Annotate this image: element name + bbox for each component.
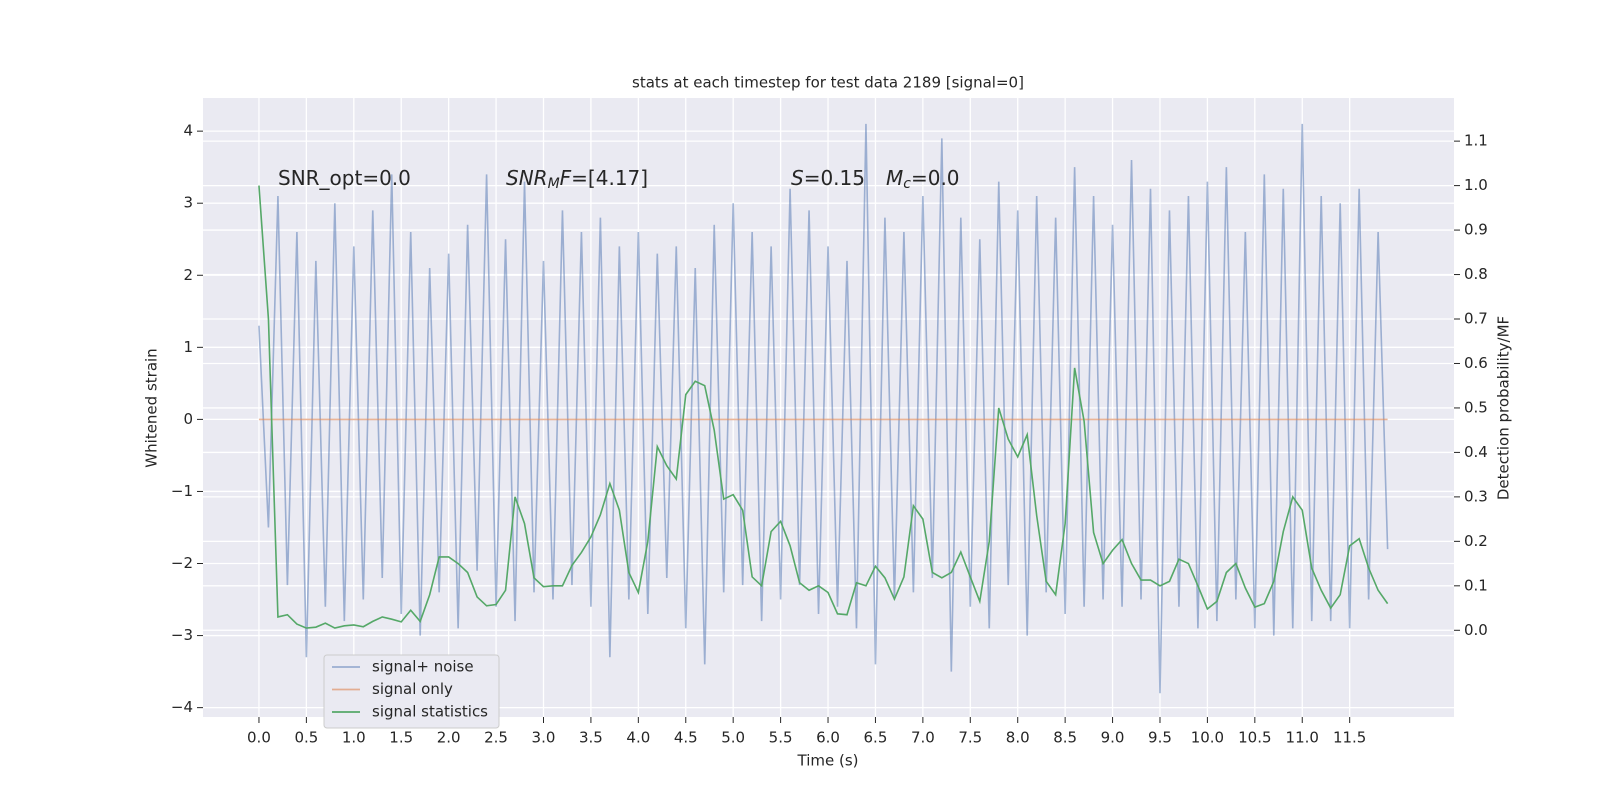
x-tick-label: 0.0 bbox=[247, 729, 271, 747]
annotation-part: =0.0 bbox=[911, 166, 960, 190]
y2-tick-label: 0.6 bbox=[1464, 354, 1488, 372]
y-axis-label: Whitened strain bbox=[143, 348, 161, 467]
y2-tick-label: 0.4 bbox=[1464, 443, 1488, 461]
x-tick-label: 9.0 bbox=[1101, 729, 1125, 747]
annotation-part: =[4.17] bbox=[571, 166, 648, 190]
y-tick-label: 4 bbox=[183, 122, 193, 140]
x-tick-label: 5.5 bbox=[769, 729, 793, 747]
x-tick-label: 11.0 bbox=[1286, 729, 1319, 747]
x-tick-label: 11.5 bbox=[1333, 729, 1366, 747]
y2-tick-label: 0.1 bbox=[1464, 576, 1488, 594]
y-tick-label: −2 bbox=[171, 554, 193, 572]
x-tick-label: 10.5 bbox=[1238, 729, 1271, 747]
x-tick-label: 2.5 bbox=[484, 729, 508, 747]
y2-tick-label: 0.9 bbox=[1464, 221, 1488, 239]
annotation: SNR_opt=0.0 bbox=[278, 166, 411, 190]
y2-tick-label: 0.7 bbox=[1464, 310, 1488, 328]
annotation-part: SNR_opt=0.0 bbox=[278, 166, 411, 190]
annotation-part: c bbox=[903, 176, 911, 192]
y-tick-label: −4 bbox=[171, 698, 193, 716]
annotation-part: =0.15 bbox=[804, 166, 865, 190]
y-tick-label: 1 bbox=[183, 338, 193, 356]
annotation-part: M bbox=[548, 176, 560, 192]
x-tick-label: 7.0 bbox=[911, 729, 935, 747]
x-tick-label: 3.5 bbox=[579, 729, 603, 747]
y-tick-label: −1 bbox=[171, 482, 193, 500]
y-tick-label: 3 bbox=[183, 194, 193, 212]
y2-axis-label: Detection probability/MF bbox=[1495, 316, 1513, 500]
annotation: S=0.15 bbox=[791, 166, 865, 190]
y2-tick-label: 0.3 bbox=[1464, 487, 1488, 505]
y2-tick-label: 0.2 bbox=[1464, 532, 1488, 550]
annotation: SNRMF=[4.17] bbox=[506, 166, 648, 193]
legend-label: signal statistics bbox=[372, 703, 488, 721]
x-tick-label: 5.0 bbox=[721, 729, 745, 747]
annotation: Mc=0.0 bbox=[886, 166, 960, 193]
x-tick-label: 0.5 bbox=[294, 729, 318, 747]
y2-tick-label: 0.0 bbox=[1464, 621, 1488, 639]
x-tick-label: 8.5 bbox=[1053, 729, 1077, 747]
x-tick-label: 9.5 bbox=[1148, 729, 1172, 747]
x-tick-label: 4.5 bbox=[674, 729, 698, 747]
chart-title: stats at each timestep for test data 218… bbox=[632, 74, 1024, 92]
annotation-part: S bbox=[791, 166, 804, 190]
y-tick-label: 0 bbox=[183, 410, 193, 428]
x-tick-label: 6.0 bbox=[816, 729, 840, 747]
y-tick-label: 2 bbox=[183, 266, 193, 284]
x-tick-label: 1.5 bbox=[389, 729, 413, 747]
x-axis-label: Time (s) bbox=[797, 752, 859, 770]
x-tick-label: 4.0 bbox=[626, 729, 650, 747]
x-tick-label: 7.5 bbox=[958, 729, 982, 747]
y2-tick-label: 1.0 bbox=[1464, 176, 1488, 194]
x-tick-label: 6.5 bbox=[864, 729, 888, 747]
x-tick-label: 1.0 bbox=[342, 729, 366, 747]
x-tick-label: 10.0 bbox=[1191, 729, 1224, 747]
y-tick-label: −3 bbox=[171, 626, 193, 644]
annotation-part: SNR bbox=[506, 166, 548, 190]
legend-label: signal+ noise bbox=[372, 658, 474, 676]
annotation-part: F bbox=[560, 166, 572, 190]
x-tick-label: 8.0 bbox=[1006, 729, 1030, 747]
x-tick-label: 2.0 bbox=[437, 729, 461, 747]
y2-tick-label: 1.1 bbox=[1464, 132, 1488, 150]
x-tick-label: 3.0 bbox=[532, 729, 556, 747]
legend-label: signal only bbox=[372, 680, 453, 698]
y2-tick-label: 0.5 bbox=[1464, 398, 1488, 416]
series-line bbox=[258, 185, 1389, 629]
series-line bbox=[258, 123, 1389, 694]
annotation-part: M bbox=[886, 166, 903, 190]
legend-box bbox=[323, 654, 500, 729]
y2-tick-label: 0.8 bbox=[1464, 265, 1488, 283]
